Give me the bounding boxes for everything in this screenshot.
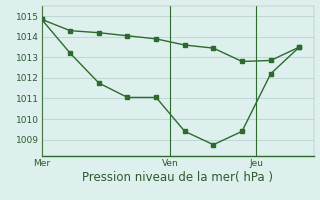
X-axis label: Pression niveau de la mer( hPa ): Pression niveau de la mer( hPa ) (82, 171, 273, 184)
